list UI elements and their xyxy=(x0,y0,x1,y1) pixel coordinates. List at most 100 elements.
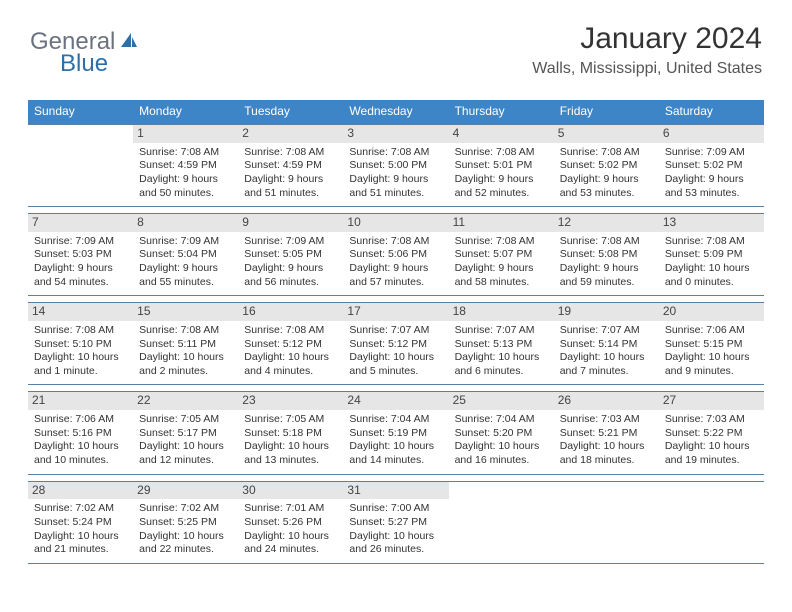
daylight-text: Daylight: 10 hours xyxy=(455,351,548,365)
sunrise-text: Sunrise: 7:08 AM xyxy=(244,324,337,338)
logo: General Blue xyxy=(30,28,139,56)
sunset-text: Sunset: 5:21 PM xyxy=(560,427,653,441)
sunset-text: Sunset: 5:07 PM xyxy=(455,248,548,262)
day-cell: 20Sunrise: 7:06 AMSunset: 5:15 PMDayligh… xyxy=(659,303,764,384)
day-number: 21 xyxy=(28,392,133,410)
day-number: 3 xyxy=(343,125,448,143)
title-block: January 2024 Walls, Mississippi, United … xyxy=(532,22,762,78)
day-number: 24 xyxy=(343,392,448,410)
sunrise-text: Sunrise: 7:06 AM xyxy=(665,324,758,338)
month-title: January 2024 xyxy=(532,22,762,56)
day-cell: 29Sunrise: 7:02 AMSunset: 5:25 PMDayligh… xyxy=(133,482,238,563)
sunset-text: Sunset: 5:10 PM xyxy=(34,338,127,352)
sunrise-text: Sunrise: 7:03 AM xyxy=(560,413,653,427)
day-number: 16 xyxy=(238,303,343,321)
day-number: 17 xyxy=(343,303,448,321)
day-cell xyxy=(28,125,133,206)
sunset-text: Sunset: 5:04 PM xyxy=(139,248,232,262)
sunrise-text: Sunrise: 7:08 AM xyxy=(244,146,337,160)
sunrise-text: Sunrise: 7:08 AM xyxy=(139,324,232,338)
day-cell: 11Sunrise: 7:08 AMSunset: 5:07 PMDayligh… xyxy=(449,214,554,295)
day-cell: 24Sunrise: 7:04 AMSunset: 5:19 PMDayligh… xyxy=(343,392,448,473)
daylight-text: and 52 minutes. xyxy=(455,187,548,201)
sunset-text: Sunset: 5:02 PM xyxy=(665,159,758,173)
daylight-text: Daylight: 10 hours xyxy=(560,440,653,454)
weekday-header-row: SundayMondayTuesdayWednesdayThursdayFrid… xyxy=(28,100,764,124)
daylight-text: Daylight: 9 hours xyxy=(139,262,232,276)
sunset-text: Sunset: 5:01 PM xyxy=(455,159,548,173)
day-cell: 13Sunrise: 7:08 AMSunset: 5:09 PMDayligh… xyxy=(659,214,764,295)
daylight-text: Daylight: 9 hours xyxy=(244,173,337,187)
daylight-text: and 53 minutes. xyxy=(665,187,758,201)
sunset-text: Sunset: 5:26 PM xyxy=(244,516,337,530)
sunrise-text: Sunrise: 7:01 AM xyxy=(244,502,337,516)
day-number: 23 xyxy=(238,392,343,410)
day-number: 9 xyxy=(238,214,343,232)
day-cell: 4Sunrise: 7:08 AMSunset: 5:01 PMDaylight… xyxy=(449,125,554,206)
sunrise-text: Sunrise: 7:07 AM xyxy=(349,324,442,338)
daylight-text: Daylight: 10 hours xyxy=(560,351,653,365)
daylight-text: and 19 minutes. xyxy=(665,454,758,468)
sunrise-text: Sunrise: 7:05 AM xyxy=(139,413,232,427)
day-number: 28 xyxy=(28,482,133,500)
day-cell: 31Sunrise: 7:00 AMSunset: 5:27 PMDayligh… xyxy=(343,482,448,563)
daylight-text: Daylight: 10 hours xyxy=(244,530,337,544)
day-number: 27 xyxy=(659,392,764,410)
day-number: 11 xyxy=(449,214,554,232)
week-row: 14Sunrise: 7:08 AMSunset: 5:10 PMDayligh… xyxy=(28,302,764,385)
daylight-text: and 12 minutes. xyxy=(139,454,232,468)
sunrise-text: Sunrise: 7:00 AM xyxy=(349,502,442,516)
day-cell: 12Sunrise: 7:08 AMSunset: 5:08 PMDayligh… xyxy=(554,214,659,295)
daylight-text: and 6 minutes. xyxy=(455,365,548,379)
week-row: 1Sunrise: 7:08 AMSunset: 4:59 PMDaylight… xyxy=(28,124,764,207)
sunrise-text: Sunrise: 7:07 AM xyxy=(455,324,548,338)
sunset-text: Sunset: 5:18 PM xyxy=(244,427,337,441)
day-number: 19 xyxy=(554,303,659,321)
sunrise-text: Sunrise: 7:09 AM xyxy=(139,235,232,249)
sunset-text: Sunset: 5:16 PM xyxy=(34,427,127,441)
daylight-text: and 54 minutes. xyxy=(34,276,127,290)
day-cell xyxy=(659,482,764,563)
sunset-text: Sunset: 5:20 PM xyxy=(455,427,548,441)
day-number: 30 xyxy=(238,482,343,500)
sunrise-text: Sunrise: 7:09 AM xyxy=(34,235,127,249)
day-number: 15 xyxy=(133,303,238,321)
day-number: 26 xyxy=(554,392,659,410)
sunrise-text: Sunrise: 7:04 AM xyxy=(455,413,548,427)
sunrise-text: Sunrise: 7:08 AM xyxy=(665,235,758,249)
sunset-text: Sunset: 5:00 PM xyxy=(349,159,442,173)
weekday-header: Friday xyxy=(554,100,659,124)
week-row: 7Sunrise: 7:09 AMSunset: 5:03 PMDaylight… xyxy=(28,213,764,296)
daylight-text: and 14 minutes. xyxy=(349,454,442,468)
daylight-text: and 51 minutes. xyxy=(349,187,442,201)
daylight-text: Daylight: 9 hours xyxy=(349,173,442,187)
day-cell xyxy=(554,482,659,563)
sunrise-text: Sunrise: 7:08 AM xyxy=(455,235,548,249)
daylight-text: Daylight: 9 hours xyxy=(244,262,337,276)
daylight-text: and 57 minutes. xyxy=(349,276,442,290)
sunrise-text: Sunrise: 7:06 AM xyxy=(34,413,127,427)
day-cell: 3Sunrise: 7:08 AMSunset: 5:00 PMDaylight… xyxy=(343,125,448,206)
day-cell: 19Sunrise: 7:07 AMSunset: 5:14 PMDayligh… xyxy=(554,303,659,384)
weekday-header: Saturday xyxy=(659,100,764,124)
sunset-text: Sunset: 4:59 PM xyxy=(244,159,337,173)
sunset-text: Sunset: 5:08 PM xyxy=(560,248,653,262)
day-cell: 27Sunrise: 7:03 AMSunset: 5:22 PMDayligh… xyxy=(659,392,764,473)
daylight-text: Daylight: 9 hours xyxy=(560,173,653,187)
sunrise-text: Sunrise: 7:08 AM xyxy=(560,146,653,160)
day-cell: 23Sunrise: 7:05 AMSunset: 5:18 PMDayligh… xyxy=(238,392,343,473)
sunrise-text: Sunrise: 7:02 AM xyxy=(34,502,127,516)
daylight-text: Daylight: 10 hours xyxy=(349,440,442,454)
day-number: 22 xyxy=(133,392,238,410)
sunset-text: Sunset: 5:09 PM xyxy=(665,248,758,262)
day-cell: 6Sunrise: 7:09 AMSunset: 5:02 PMDaylight… xyxy=(659,125,764,206)
weekday-header: Thursday xyxy=(449,100,554,124)
sunset-text: Sunset: 5:25 PM xyxy=(139,516,232,530)
daylight-text: Daylight: 9 hours xyxy=(139,173,232,187)
daylight-text: Daylight: 10 hours xyxy=(244,440,337,454)
day-number: 2 xyxy=(238,125,343,143)
sunrise-text: Sunrise: 7:07 AM xyxy=(560,324,653,338)
sunrise-text: Sunrise: 7:08 AM xyxy=(349,235,442,249)
daylight-text: and 58 minutes. xyxy=(455,276,548,290)
day-number: 13 xyxy=(659,214,764,232)
